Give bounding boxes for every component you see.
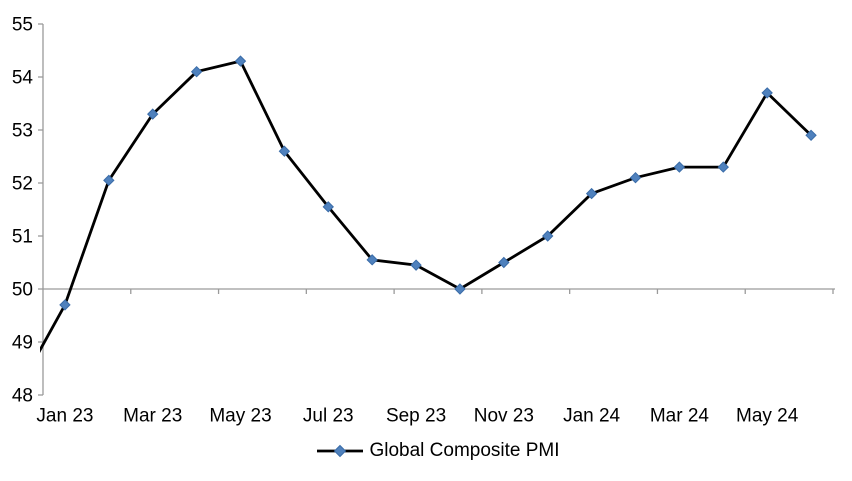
data-point-marker bbox=[103, 174, 115, 187]
y-tick-label: 55 bbox=[12, 15, 33, 36]
data-point-marker bbox=[454, 283, 466, 295]
data-point-marker bbox=[761, 87, 773, 99]
x-axis: Jan 23 Mar 23 May 23 Jul 23 Sep 23 Nov 23 Jan … bbox=[36, 288, 835, 427]
data-point-marker bbox=[673, 161, 686, 173]
y-tick-label: 52 bbox=[12, 174, 33, 195]
y-tick-label: 51 bbox=[12, 227, 33, 248]
data-point-marker bbox=[629, 171, 642, 184]
legend-diamond-icon bbox=[334, 444, 347, 457]
data-point-marker bbox=[322, 201, 334, 213]
legend-label: Global Composite PMI bbox=[369, 440, 560, 461]
data-point-marker bbox=[366, 254, 378, 266]
legend-line-marker-icon bbox=[317, 444, 364, 457]
data-point-marker bbox=[59, 299, 71, 311]
y-axis: 48 49 50 51 52 53 54 55 bbox=[12, 15, 44, 407]
y-tick-label: 54 bbox=[12, 68, 34, 89]
data-point-marker bbox=[147, 108, 159, 120]
legend: Global Composite PMI bbox=[43, 439, 834, 462]
x-tick-label: Jul 23 bbox=[303, 406, 354, 427]
x-tick-label: Jan 23 bbox=[36, 406, 93, 427]
series-global-composite-pmi bbox=[40, 55, 817, 353]
data-point-marker bbox=[717, 161, 729, 173]
data-point-marker bbox=[498, 256, 510, 269]
y-tick-label: 49 bbox=[12, 333, 33, 354]
x-tick-label: Mar 23 bbox=[123, 406, 182, 427]
x-tick-label: May 23 bbox=[209, 406, 271, 427]
data-point-marker bbox=[805, 129, 817, 142]
x-tick-label: Jan 24 bbox=[563, 406, 620, 427]
data-point-marker bbox=[190, 65, 203, 78]
series-line bbox=[40, 59, 813, 353]
x-tick-label: Mar 24 bbox=[650, 406, 710, 427]
data-point-marker bbox=[410, 259, 422, 271]
data-point-marker bbox=[585, 187, 598, 200]
x-tick-label: May 24 bbox=[736, 406, 799, 427]
y-tick-label: 50 bbox=[12, 280, 33, 301]
data-point-marker bbox=[278, 145, 291, 157]
x-tick-label: Sep 23 bbox=[386, 406, 446, 427]
data-point-marker bbox=[542, 230, 554, 242]
y-tick-label: 48 bbox=[12, 386, 33, 407]
data-point-marker bbox=[234, 55, 247, 67]
y-tick-label: 53 bbox=[12, 121, 33, 142]
x-tick-label: Nov 23 bbox=[474, 406, 534, 427]
